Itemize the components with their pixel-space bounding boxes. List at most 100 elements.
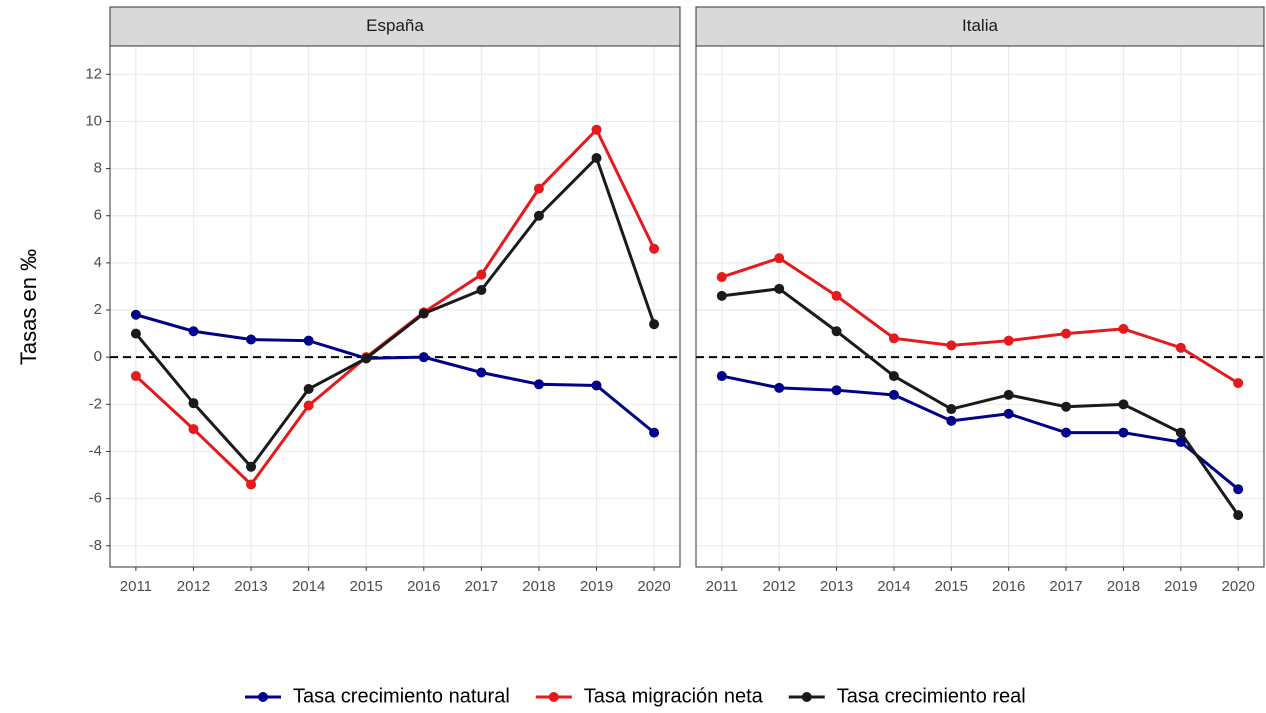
point <box>649 243 660 254</box>
y-axis-label: Tasas en ‰ <box>16 249 41 365</box>
x-tick-label: 2014 <box>292 578 325 595</box>
point <box>418 308 429 319</box>
point <box>716 371 727 382</box>
point <box>649 319 660 330</box>
series-line <box>721 287 1240 516</box>
point <box>303 384 314 395</box>
x-tick-label: 2011 <box>120 578 152 595</box>
legend-swatch-point <box>258 692 268 702</box>
point <box>533 183 544 194</box>
legend-swatch-point <box>801 692 812 702</box>
point <box>1003 389 1014 400</box>
y-tick-label: 8 <box>94 160 102 177</box>
panel <box>696 46 1264 567</box>
point <box>1118 323 1129 334</box>
point <box>716 272 727 283</box>
point <box>1175 342 1186 353</box>
point <box>130 371 141 382</box>
point <box>130 309 141 320</box>
point <box>774 253 785 264</box>
x-tick-label: 2013 <box>234 578 267 595</box>
point <box>716 290 727 301</box>
point <box>1233 510 1244 521</box>
point <box>946 415 957 426</box>
x-tick-label: 2019 <box>1164 578 1197 595</box>
point <box>418 352 429 363</box>
x-tick-label: 2020 <box>637 578 670 595</box>
x-tick-label: 2012 <box>177 578 210 595</box>
point <box>533 379 544 390</box>
point <box>361 353 372 364</box>
point <box>1233 378 1244 389</box>
point <box>303 400 314 411</box>
point <box>476 269 487 280</box>
x-tick-label: 2015 <box>350 578 383 595</box>
point <box>533 210 544 221</box>
point <box>303 335 314 346</box>
point <box>188 326 199 337</box>
point <box>831 326 842 337</box>
point <box>1061 427 1072 438</box>
point <box>888 371 899 382</box>
point <box>1003 335 1014 346</box>
point <box>1175 437 1186 448</box>
point <box>1175 427 1186 438</box>
point <box>246 461 257 472</box>
point <box>591 124 602 135</box>
point <box>246 479 257 490</box>
y-tick-label: -4 <box>89 442 102 459</box>
point <box>774 382 785 393</box>
x-tick-label: 2011 <box>706 578 738 595</box>
point <box>888 389 899 400</box>
x-tick-label: 2018 <box>1107 578 1140 595</box>
point <box>1061 328 1072 339</box>
y-tick-label: 12 <box>85 65 102 82</box>
y-tick-label: -2 <box>89 395 102 412</box>
y-tick-label: 4 <box>94 254 102 271</box>
x-tick-label: 2018 <box>522 578 555 595</box>
x-tick-label: 2017 <box>1049 578 1082 595</box>
point <box>188 398 199 409</box>
point <box>476 367 487 378</box>
y-tick-label: 2 <box>94 301 102 318</box>
strip <box>109 6 681 47</box>
legend-label: Tasa migración neta <box>584 685 764 707</box>
facet-title: España <box>366 16 424 35</box>
point <box>1061 401 1072 412</box>
point <box>591 152 602 163</box>
legend-swatch-point <box>548 692 559 702</box>
point <box>1003 408 1014 419</box>
point <box>888 333 899 344</box>
panel-border <box>695 45 1265 568</box>
x-tick-label: 2014 <box>877 578 910 595</box>
point <box>649 427 660 438</box>
point <box>946 404 957 415</box>
y-tick-label: 10 <box>85 112 102 129</box>
x-tick-label: 2012 <box>763 578 796 595</box>
point <box>476 284 487 295</box>
x-tick-label: 2017 <box>465 578 498 595</box>
y-tick-label: 6 <box>94 207 102 224</box>
x-tick-label: 2013 <box>820 578 853 595</box>
panel-border <box>109 45 681 568</box>
legend-label: Tasa crecimiento real <box>837 685 1026 707</box>
point <box>1118 399 1129 410</box>
y-tick-label: -6 <box>89 490 102 507</box>
point <box>130 328 141 339</box>
point <box>591 380 602 391</box>
y-tick-label: 0 <box>94 348 102 365</box>
x-tick-label: 2016 <box>992 578 1025 595</box>
point <box>1233 484 1244 495</box>
strip <box>695 6 1265 47</box>
series-line <box>721 374 1240 491</box>
point <box>774 283 785 294</box>
y-tick-label: -8 <box>89 537 102 554</box>
x-tick-label: 2020 <box>1221 578 1254 595</box>
x-tick-label: 2015 <box>935 578 968 595</box>
series-line <box>721 256 1239 385</box>
panel <box>110 46 680 567</box>
x-tick-label: 2019 <box>580 578 613 595</box>
series-line <box>135 313 656 434</box>
point <box>946 340 957 351</box>
